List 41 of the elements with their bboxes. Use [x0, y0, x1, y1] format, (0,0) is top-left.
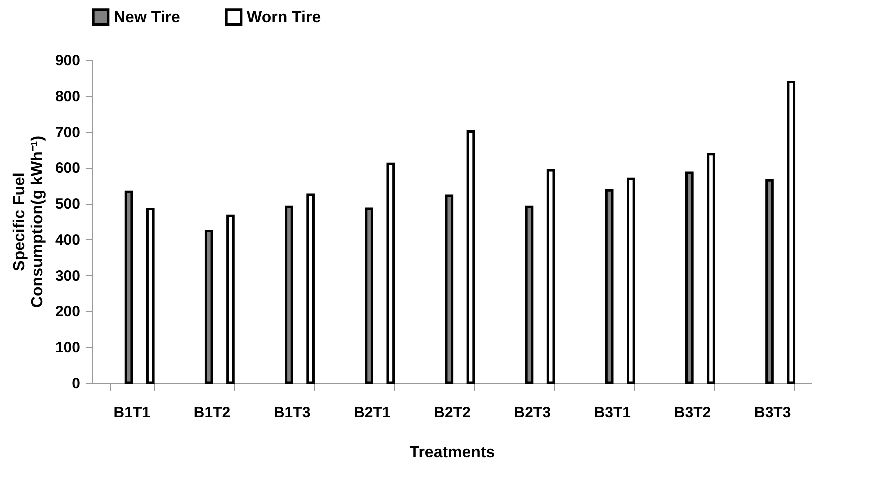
y-axis-title: Specific Fuel Consumption(g kWh⁻¹) [11, 136, 46, 308]
bar [605, 189, 614, 384]
legend-label: New Tire [114, 9, 180, 26]
x-tick-label: B1T2 [194, 404, 231, 422]
bar [365, 208, 374, 384]
bar [204, 230, 214, 384]
y-tick-label: 300 [55, 268, 80, 285]
bar [787, 81, 796, 384]
y-tick-label: 500 [55, 196, 80, 214]
x-tick-label: B3T1 [594, 404, 632, 422]
y-tick-label: 800 [55, 88, 80, 106]
bar [386, 162, 396, 384]
x-tick-label: B2T3 [514, 404, 551, 422]
legend-label: Worn Tire [247, 9, 322, 26]
x-tick-label: B3T3 [754, 404, 792, 422]
bar [525, 206, 534, 384]
bar [226, 214, 235, 384]
y-tick-label: 700 [55, 124, 80, 142]
bar [306, 194, 315, 384]
y-tick-label: 900 [55, 52, 80, 70]
y-tick-label: 400 [55, 232, 80, 249]
y-tick-label: 200 [55, 304, 80, 321]
bar [707, 153, 716, 384]
y-tick-label: 0 [72, 376, 80, 392]
y-tick-label: 600 [55, 160, 80, 178]
bar [466, 130, 476, 384]
x-axis-title: Treatments [410, 444, 496, 462]
x-tick-label: B2T1 [354, 404, 391, 422]
bar [285, 206, 294, 384]
bar [546, 169, 556, 384]
bar [686, 172, 694, 384]
x-tick-label: B3T2 [674, 404, 712, 422]
x-tick-label: B2T2 [434, 404, 471, 422]
y-tick-label: 100 [55, 340, 80, 357]
x-tick-label: B1T1 [114, 404, 150, 422]
bar [766, 179, 774, 384]
bar [445, 194, 454, 384]
bar [627, 178, 636, 384]
x-tick-label: B1T3 [274, 404, 311, 422]
bar [124, 190, 134, 384]
bar [146, 208, 155, 384]
